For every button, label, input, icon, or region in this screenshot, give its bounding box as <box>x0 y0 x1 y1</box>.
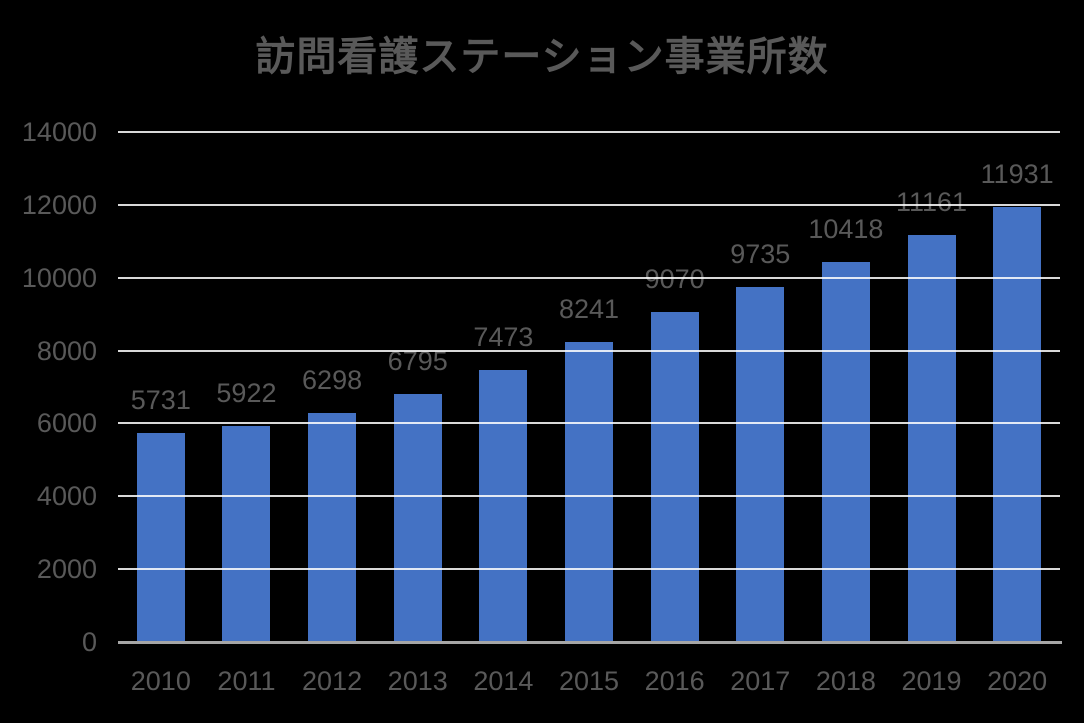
data-label-2018: 10418 <box>808 214 884 245</box>
gridline-14000 <box>118 131 1060 133</box>
x-tick-2019: 2019 <box>901 666 962 696</box>
bar-2017 <box>736 287 785 642</box>
bar-2013 <box>393 394 442 642</box>
bar-2018 <box>821 262 870 642</box>
y-tick-12000: 12000 <box>21 189 97 220</box>
data-label-2011: 5922 <box>216 378 277 409</box>
y-tick-14000: 14000 <box>21 117 97 147</box>
x-tick-2010: 2010 <box>130 666 191 696</box>
y-tick-2000: 2000 <box>36 554 97 585</box>
bar-2010 <box>136 433 185 642</box>
bar-2011 <box>222 426 271 642</box>
x-axis-line <box>118 641 1062 644</box>
y-tick-0: 0 <box>81 627 97 657</box>
bar-2020 <box>993 207 1042 642</box>
bar-2019 <box>907 235 956 642</box>
y-tick-4000: 4000 <box>36 481 97 512</box>
bar-2016 <box>650 311 699 642</box>
data-label-2014: 7473 <box>473 321 534 352</box>
data-label-2012: 6298 <box>302 364 363 395</box>
gridline-8000 <box>118 349 1060 352</box>
y-tick-8000: 8000 <box>36 335 97 366</box>
y-tick-6000: 6000 <box>36 408 97 439</box>
gridline-4000 <box>118 495 1060 498</box>
data-label-2015: 8241 <box>558 293 620 324</box>
data-label-2017: 9735 <box>730 239 791 270</box>
x-tick-2015: 2015 <box>558 666 620 696</box>
data-label-2010: 5731 <box>130 385 191 416</box>
gridline-6000 <box>118 422 1060 425</box>
x-tick-2018: 2018 <box>815 666 876 696</box>
data-label-2020: 11931 <box>980 159 1054 190</box>
gridline-2000 <box>118 568 1060 571</box>
x-tick-2020: 2020 <box>987 666 1048 696</box>
x-tick-2012: 2012 <box>302 666 363 696</box>
x-tick-2017: 2017 <box>730 666 791 696</box>
x-tick-2013: 2013 <box>387 666 448 696</box>
bar-2014 <box>479 369 528 642</box>
gridline-12000 <box>118 203 1060 206</box>
x-tick-2014: 2014 <box>473 666 534 696</box>
y-tick-10000: 10000 <box>21 262 97 293</box>
bar-2012 <box>308 412 357 642</box>
data-label-2019: 11161 <box>895 187 968 218</box>
gridline-10000 <box>118 276 1060 279</box>
x-tick-2016: 2016 <box>644 666 705 696</box>
chart-title: 訪問看護ステーション事業所数 <box>255 35 829 79</box>
bar-2015 <box>565 341 613 642</box>
x-tick-2011: 2011 <box>217 666 276 696</box>
